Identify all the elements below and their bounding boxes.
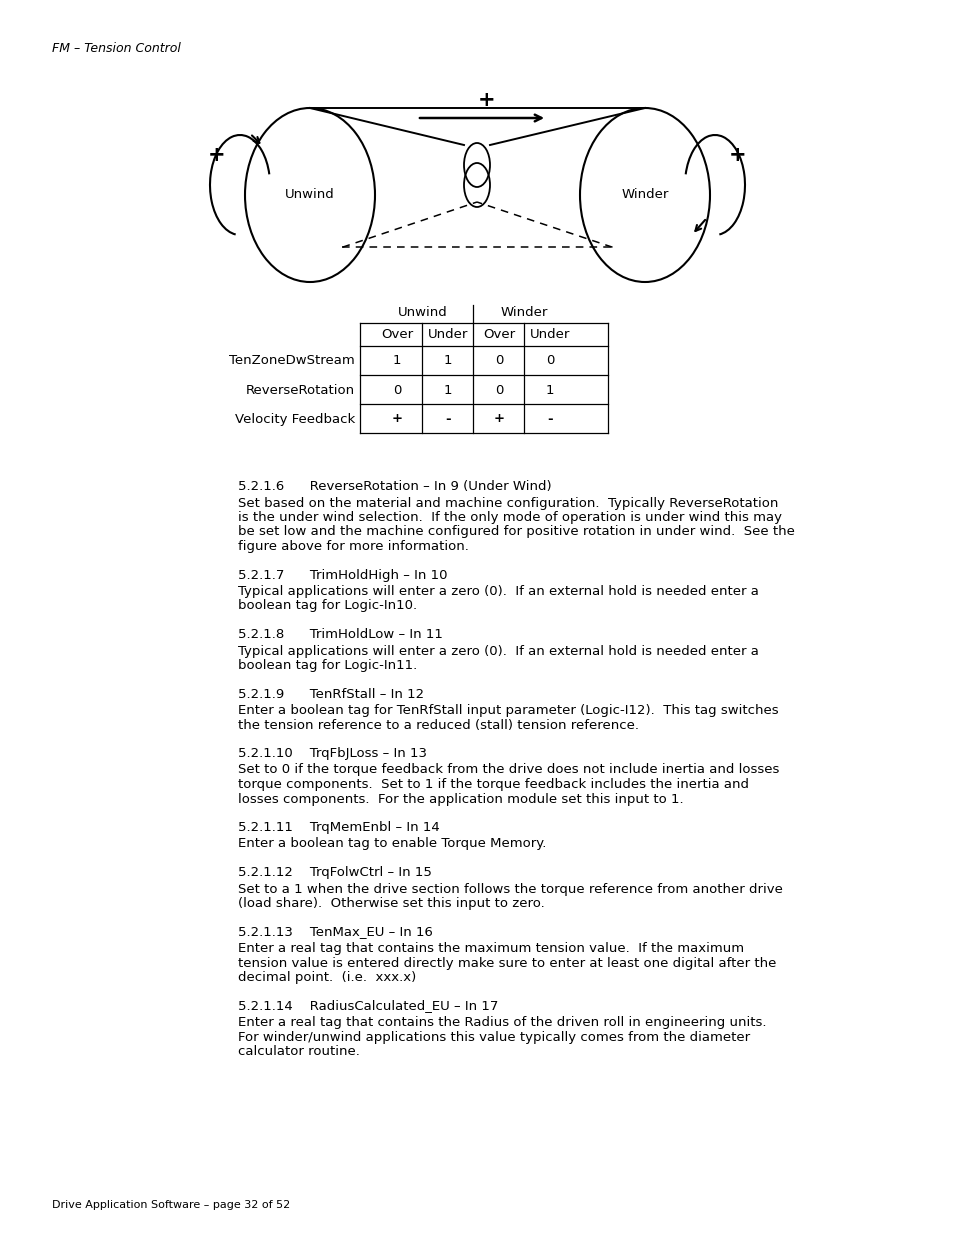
- Text: Winder: Winder: [620, 189, 668, 201]
- Text: 1: 1: [393, 354, 401, 368]
- Text: boolean tag for Logic-In11.: boolean tag for Logic-In11.: [237, 659, 416, 672]
- Text: 5.2.1.6      ReverseRotation – In 9 (Under Wind): 5.2.1.6 ReverseRotation – In 9 (Under Wi…: [237, 480, 551, 493]
- Text: be set low and the machine configured for positive rotation in under wind.  See : be set low and the machine configured fo…: [237, 526, 794, 538]
- Text: 5.2.1.12    TrqFolwCtrl – In 15: 5.2.1.12 TrqFolwCtrl – In 15: [237, 866, 432, 879]
- Text: 0: 0: [393, 384, 401, 396]
- Text: Set to 0 if the torque feedback from the drive does not include inertia and loss: Set to 0 if the torque feedback from the…: [237, 763, 779, 777]
- Text: Set based on the material and machine configuration.  Typically ReverseRotation: Set based on the material and machine co…: [237, 496, 778, 510]
- Text: TenZoneDwStream: TenZoneDwStream: [229, 354, 355, 368]
- Text: 5.2.1.10    TrqFbJLoss – In 13: 5.2.1.10 TrqFbJLoss – In 13: [237, 747, 427, 760]
- Text: 5.2.1.13    TenMax_EU – In 16: 5.2.1.13 TenMax_EU – In 16: [237, 925, 433, 939]
- Text: Enter a boolean tag to enable Torque Memory.: Enter a boolean tag to enable Torque Mem…: [237, 837, 546, 851]
- Text: 5.2.1.14    RadiusCalculated_EU – In 17: 5.2.1.14 RadiusCalculated_EU – In 17: [237, 999, 497, 1013]
- Text: Enter a real tag that contains the Radius of the driven roll in engineering unit: Enter a real tag that contains the Radiu…: [237, 1016, 765, 1029]
- Text: 5.2.1.8      TrimHoldLow – In 11: 5.2.1.8 TrimHoldLow – In 11: [237, 629, 442, 641]
- Text: Unwind: Unwind: [397, 306, 447, 320]
- Text: Unwind: Unwind: [285, 189, 335, 201]
- Text: +: +: [477, 90, 496, 110]
- Text: Under: Under: [427, 327, 468, 341]
- Text: Typical applications will enter a zero (0).  If an external hold is needed enter: Typical applications will enter a zero (…: [237, 585, 758, 598]
- Text: 0: 0: [495, 384, 502, 396]
- Text: +: +: [208, 144, 226, 165]
- Text: -: -: [547, 412, 552, 426]
- Text: calculator routine.: calculator routine.: [237, 1045, 359, 1058]
- Text: losses components.  For the application module set this input to 1.: losses components. For the application m…: [237, 793, 683, 805]
- Text: Set to a 1 when the drive section follows the torque reference from another driv: Set to a 1 when the drive section follow…: [237, 883, 782, 895]
- Text: 1: 1: [443, 354, 452, 368]
- Text: 1: 1: [443, 384, 452, 396]
- Text: torque components.  Set to 1 if the torque feedback includes the inertia and: torque components. Set to 1 if the torqu…: [237, 778, 748, 790]
- Text: 1: 1: [545, 384, 554, 396]
- Text: Enter a boolean tag for TenRfStall input parameter (Logic-I12).  This tag switch: Enter a boolean tag for TenRfStall input…: [237, 704, 778, 718]
- Text: Typical applications will enter a zero (0).  If an external hold is needed enter: Typical applications will enter a zero (…: [237, 645, 758, 657]
- Text: tension value is entered directly make sure to enter at least one digital after : tension value is entered directly make s…: [237, 956, 776, 969]
- Text: Over: Over: [482, 327, 515, 341]
- Text: figure above for more information.: figure above for more information.: [237, 540, 468, 553]
- Text: Over: Over: [380, 327, 413, 341]
- Text: +: +: [391, 412, 402, 426]
- Text: Velocity Feedback: Velocity Feedback: [234, 412, 355, 426]
- Text: 0: 0: [495, 354, 502, 368]
- Text: +: +: [493, 412, 504, 426]
- Text: For winder/unwind applications this value typically comes from the diameter: For winder/unwind applications this valu…: [237, 1030, 749, 1044]
- Text: 0: 0: [545, 354, 554, 368]
- Text: 5.2.1.9      TenRfStall – In 12: 5.2.1.9 TenRfStall – In 12: [237, 688, 424, 700]
- Text: 5.2.1.11    TrqMemEnbl – In 14: 5.2.1.11 TrqMemEnbl – In 14: [237, 821, 439, 834]
- Text: FM – Tension Control: FM – Tension Control: [52, 42, 181, 56]
- Text: boolean tag for Logic-In10.: boolean tag for Logic-In10.: [237, 599, 416, 613]
- Text: Enter a real tag that contains the maximum tension value.  If the maximum: Enter a real tag that contains the maxim…: [237, 942, 743, 955]
- Text: Under: Under: [529, 327, 570, 341]
- Text: the tension reference to a reduced (stall) tension reference.: the tension reference to a reduced (stal…: [237, 719, 639, 731]
- Text: decimal point.  (i.e.  xxx.x): decimal point. (i.e. xxx.x): [237, 971, 416, 984]
- Text: ReverseRotation: ReverseRotation: [246, 384, 355, 396]
- Text: Winder: Winder: [500, 306, 548, 320]
- Text: 5.2.1.7      TrimHoldHigh – In 10: 5.2.1.7 TrimHoldHigh – In 10: [237, 568, 447, 582]
- Text: Drive Application Software – page 32 of 52: Drive Application Software – page 32 of …: [52, 1200, 290, 1210]
- Text: +: +: [728, 144, 746, 165]
- Text: is the under wind selection.  If the only mode of operation is under wind this m: is the under wind selection. If the only…: [237, 511, 781, 524]
- Text: -: -: [445, 412, 451, 426]
- Text: (load share).  Otherwise set this input to zero.: (load share). Otherwise set this input t…: [237, 897, 544, 910]
